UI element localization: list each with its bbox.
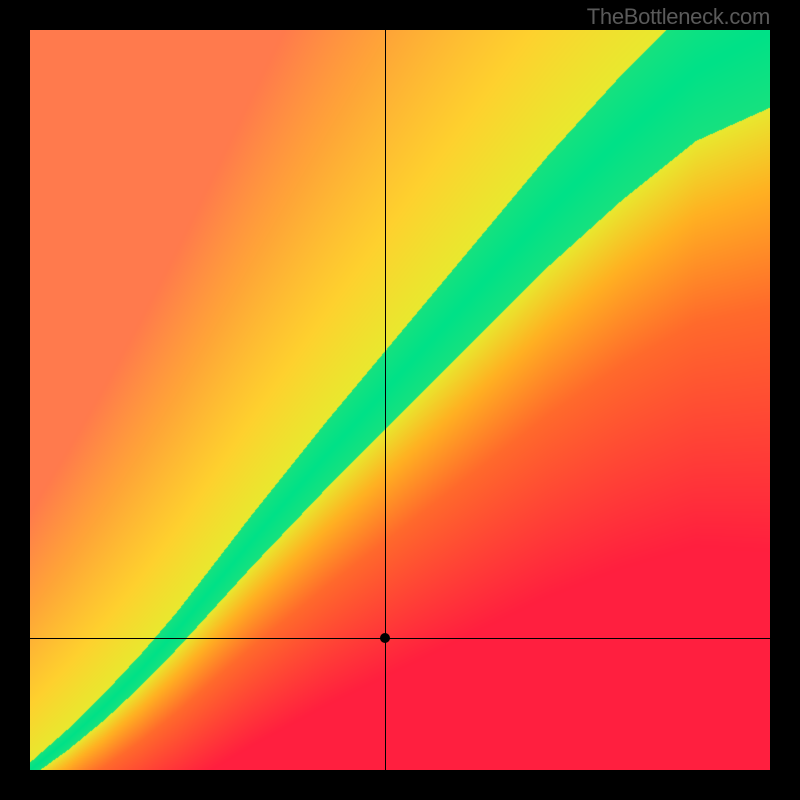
crosshair-vertical (385, 30, 386, 770)
heatmap-canvas (30, 30, 770, 770)
crosshair-horizontal (30, 638, 770, 639)
watermark-text: TheBottleneck.com (587, 4, 770, 30)
heatmap-plot (30, 30, 770, 770)
crosshair-marker (380, 633, 390, 643)
